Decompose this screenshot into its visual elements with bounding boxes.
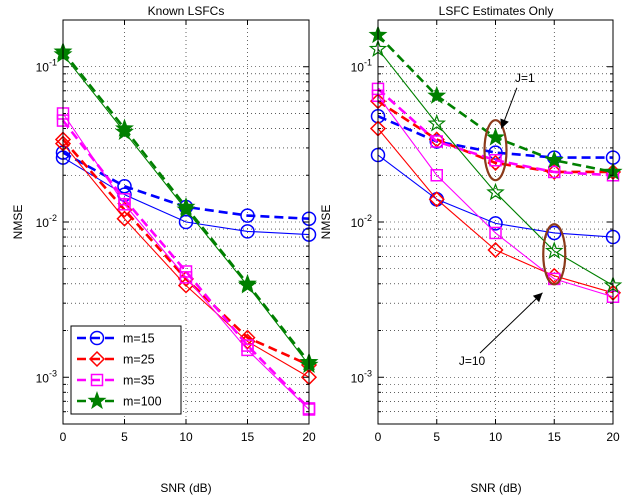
- legend: m=15 m=25 m=35 m=100: [70, 325, 182, 415]
- data-point-marker: [240, 208, 255, 223]
- legend-label: m=100: [123, 395, 162, 409]
- data-point-marker: [240, 224, 255, 239]
- left-panel: 0 5 10 15 20 10-3 10-2 10-1 Known LSFCs SNR (dB…: [11, 4, 319, 495]
- highlight-ellipse: [483, 119, 508, 182]
- legend-marker: [87, 391, 107, 410]
- x-tick-label: 20: [302, 430, 316, 444]
- annotation-arrow: [479, 292, 543, 354]
- data-point-marker: [178, 214, 194, 230]
- data-point-marker: [486, 127, 505, 146]
- y-tick-label: 10-2: [351, 213, 372, 230]
- x-tick-label: 10: [489, 430, 503, 444]
- legend-entry: m=25: [77, 350, 155, 368]
- legend-entry: m=100: [77, 391, 162, 410]
- legend-label: m=35: [123, 374, 155, 388]
- data-point-marker: [430, 169, 443, 182]
- series-line: [62, 143, 310, 378]
- left-series: [53, 41, 319, 416]
- right-axes: 0 5 10 15 20 10-3 10-2 10-1: [351, 20, 620, 444]
- left-axes: 0 5 10 15 20 10-3 10-2 10-1: [36, 20, 316, 444]
- x-tick-label: 0: [60, 430, 67, 444]
- series-line: [377, 128, 614, 294]
- series-line: [377, 87, 614, 177]
- x-tick-label: 15: [548, 430, 562, 444]
- data-point-marker: [241, 343, 254, 357]
- legend-entry: m=15: [77, 330, 155, 346]
- x-tick-label: 5: [433, 430, 440, 444]
- right-chart-title: LSFC Estimates Only: [439, 4, 554, 18]
- series-line: [62, 157, 310, 236]
- legend-marker: [90, 373, 104, 387]
- data-point-marker: [117, 178, 132, 194]
- y-tick-label: 10-1: [36, 58, 57, 75]
- right-x-axis-label: SNR (dB): [470, 481, 521, 495]
- legend-marker: [88, 350, 106, 368]
- data-point-marker: [238, 275, 257, 294]
- series-line: [62, 113, 310, 410]
- data-point-marker: [489, 153, 502, 167]
- data-point-marker: [487, 241, 504, 259]
- y-tick-label: 10-2: [36, 213, 57, 230]
- right-panel: 0 5 10 15 20 10-3 10-2 10-1 J=1 J=10 LSFC Estima…: [319, 4, 623, 495]
- y-tick-label: 10-3: [36, 368, 57, 385]
- left-chart-title: Known LSFCs: [148, 4, 225, 18]
- y-tick-label: 10-3: [351, 368, 372, 385]
- legend-label: m=25: [123, 353, 155, 367]
- data-point-marker: [116, 201, 133, 218]
- data-point-marker: [428, 191, 445, 208]
- data-point-marker: [548, 165, 561, 179]
- annotation-arrowhead: [532, 292, 543, 303]
- data-point-marker: [488, 216, 503, 231]
- data-point-marker: [179, 271, 193, 284]
- left-x-axis-label: SNR (dB): [160, 481, 211, 495]
- data-point-marker: [544, 241, 564, 259]
- annotation-label: J=1: [515, 71, 535, 85]
- series-line: [377, 95, 614, 298]
- series-line: [377, 100, 613, 174]
- y-tick-label: 10-1: [351, 58, 372, 75]
- series-line: [377, 48, 614, 286]
- data-point-marker: [118, 198, 131, 211]
- data-point-marker: [116, 210, 133, 227]
- x-tick-label: 15: [241, 430, 255, 444]
- highlight-ellipse: [542, 223, 567, 286]
- data-point-marker: [176, 199, 196, 218]
- series-line: [377, 115, 613, 159]
- data-point-marker: [546, 163, 563, 181]
- data-point-marker: [489, 226, 502, 240]
- annotation-label: J=10: [459, 354, 486, 368]
- legend-marker: [89, 330, 105, 346]
- annotation-arrowhead: [500, 118, 509, 129]
- legend-box: [70, 325, 182, 415]
- left-y-axis-label: NMSE: [11, 205, 25, 240]
- data-point-marker: [430, 135, 443, 148]
- right-annotations: J=1 J=10: [459, 71, 567, 368]
- data-point-marker: [427, 85, 447, 104]
- series-line: [377, 154, 614, 238]
- x-tick-label: 0: [375, 430, 382, 444]
- legend-label: m=15: [123, 332, 155, 346]
- legend-entry: m=35: [77, 374, 155, 388]
- x-tick-label: 20: [606, 430, 620, 444]
- x-tick-label: 5: [121, 430, 128, 444]
- data-point-marker: [115, 122, 134, 141]
- right-y-axis-label: NMSE: [319, 205, 333, 240]
- data-point-marker: [427, 113, 447, 132]
- data-point-marker: [547, 225, 562, 241]
- data-point-marker: [486, 182, 505, 201]
- x-tick-label: 10: [179, 430, 193, 444]
- right-grid: [378, 20, 613, 424]
- data-point-marker: [544, 150, 564, 169]
